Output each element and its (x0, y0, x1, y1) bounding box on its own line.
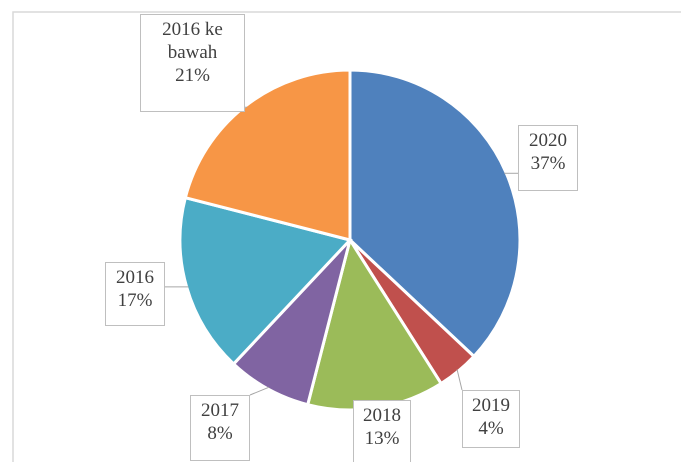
pie-slice (183, 68, 352, 242)
value-label: 37% (530, 153, 566, 174)
category-label: 2016 (116, 267, 154, 288)
data-label: 2020 37% (518, 125, 578, 191)
data-label: 2017 8% (190, 395, 250, 461)
value-label: 13% (364, 428, 400, 449)
pie-slice (178, 195, 353, 367)
category-label: 2016 ke bawah (162, 19, 223, 63)
category-label: 2017 (201, 400, 239, 421)
data-label: 2018 13% (353, 400, 411, 462)
value-label: 8% (207, 423, 233, 444)
pie-slice (348, 68, 522, 359)
value-label: 21% (175, 65, 210, 86)
data-label: 2019 4% (462, 390, 520, 448)
value-label: 17% (117, 290, 153, 311)
category-label: 2020 (529, 130, 567, 151)
leader-line (456, 369, 463, 391)
data-label: 2016 ke bawah 21% (140, 14, 245, 112)
category-label: 2018 (363, 405, 401, 426)
category-label: 2019 (472, 395, 510, 416)
value-label: 4% (478, 418, 504, 439)
leader-line (249, 386, 270, 396)
data-label: 2016 17% (105, 262, 165, 326)
chart-frame (12, 11, 681, 462)
